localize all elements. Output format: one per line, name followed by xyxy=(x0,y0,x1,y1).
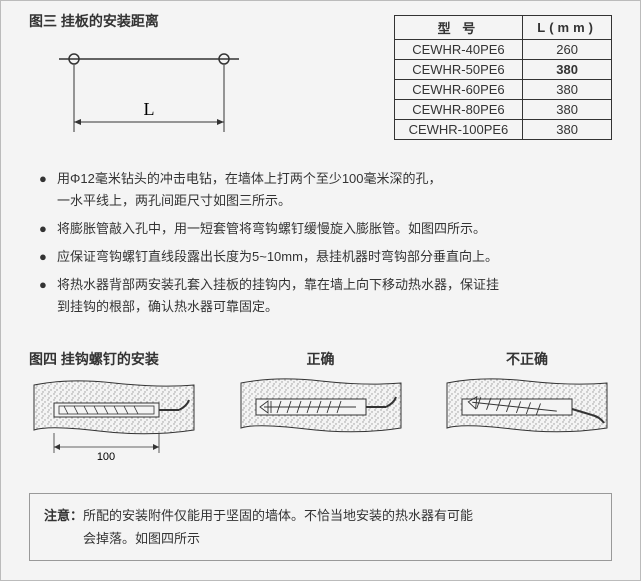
fig4-diagram-correct xyxy=(236,373,406,443)
fig4-diagram-dim: 100 xyxy=(29,375,199,465)
table-row: CEWHR-100PE6380 xyxy=(394,120,611,140)
table-cell-L: 380 xyxy=(523,60,612,80)
bullet-dot: ● xyxy=(39,246,57,268)
bullet-item: ●应保证弯钩螺钉直线段露出长度为5~10mm，悬挂机器时弯钩部分垂直向上。 xyxy=(39,246,612,268)
instruction-list: ●用Φ12毫米钻头的冲击电钻，在墙体上打两个至少100毫米深的孔，一水平线上，两… xyxy=(29,168,612,319)
fig4-diagram-incorrect xyxy=(442,373,612,443)
table-cell-L: 380 xyxy=(523,100,612,120)
bullet-text: 将热水器背部两安装孔套入挂板的挂钩内，靠在墙上向下移动热水器，保证挂到挂钩的根部… xyxy=(57,274,499,318)
bullet-text: 将膨胀管敲入孔中，用一短套管将弯钩螺钉缓慢旋入膨胀管。如图四所示。 xyxy=(57,218,486,240)
notice-box: 注意：所配的安装附件仅能用于坚固的墙体。不恰当地安装的热水器有可能 注意：会掉落… xyxy=(29,493,612,562)
fig3-L-label: L xyxy=(144,99,155,119)
table-row: CEWHR-60PE6380 xyxy=(394,80,611,100)
bullet-dot: ● xyxy=(39,218,57,240)
table-row: CEWHR-50PE6380 xyxy=(394,60,611,80)
bullet-dot: ● xyxy=(39,274,57,318)
notice-text1: 所配的安装附件仅能用于坚固的墙体。不恰当地安装的热水器有可能 xyxy=(83,508,473,523)
table-cell-L: 380 xyxy=(523,120,612,140)
table-row: CEWHR-40PE6260 xyxy=(394,40,611,60)
fig4-title: 图四 挂钩螺钉的安装 xyxy=(29,349,159,369)
bullet-text: 应保证弯钩螺钉直线段露出长度为5~10mm，悬挂机器时弯钩部分垂直向上。 xyxy=(57,246,498,268)
fig4-incorrect-label: 不正确 xyxy=(506,349,548,369)
bullet-item: ●将膨胀管敲入孔中，用一短套管将弯钩螺钉缓慢旋入膨胀管。如图四所示。 xyxy=(39,218,612,240)
fig3-diagram: L xyxy=(29,37,269,147)
notice-text2: 会掉落。如图四所示 xyxy=(83,531,200,546)
notice-label: 注意： xyxy=(44,508,83,523)
table-cell-model: CEWHR-80PE6 xyxy=(394,100,523,120)
table-cell-model: CEWHR-60PE6 xyxy=(394,80,523,100)
fig4-correct-label: 正确 xyxy=(307,349,335,369)
table-cell-model: CEWHR-50PE6 xyxy=(394,60,523,80)
bullet-dot: ● xyxy=(39,168,57,212)
table-header-L: L(mm) xyxy=(523,16,612,40)
table-header-model: 型 号 xyxy=(394,16,523,40)
svg-text:100: 100 xyxy=(97,451,115,463)
table-cell-L: 380 xyxy=(523,80,612,100)
table-cell-L: 260 xyxy=(523,40,612,60)
model-table: 型 号 L(mm) CEWHR-40PE6260CEWHR-50PE6380CE… xyxy=(394,15,612,140)
table-row: CEWHR-80PE6380 xyxy=(394,100,611,120)
table-cell-model: CEWHR-40PE6 xyxy=(394,40,523,60)
bullet-item: ●用Φ12毫米钻头的冲击电钻，在墙体上打两个至少100毫米深的孔，一水平线上，两… xyxy=(39,168,612,212)
table-cell-model: CEWHR-100PE6 xyxy=(394,120,523,140)
bullet-item: ●将热水器背部两安装孔套入挂板的挂钩内，靠在墙上向下移动热水器，保证挂到挂钩的根… xyxy=(39,274,612,318)
bullet-text: 用Φ12毫米钻头的冲击电钻，在墙体上打两个至少100毫米深的孔，一水平线上，两孔… xyxy=(57,168,442,212)
fig3-title: 图三 挂板的安装距离 xyxy=(29,11,269,31)
